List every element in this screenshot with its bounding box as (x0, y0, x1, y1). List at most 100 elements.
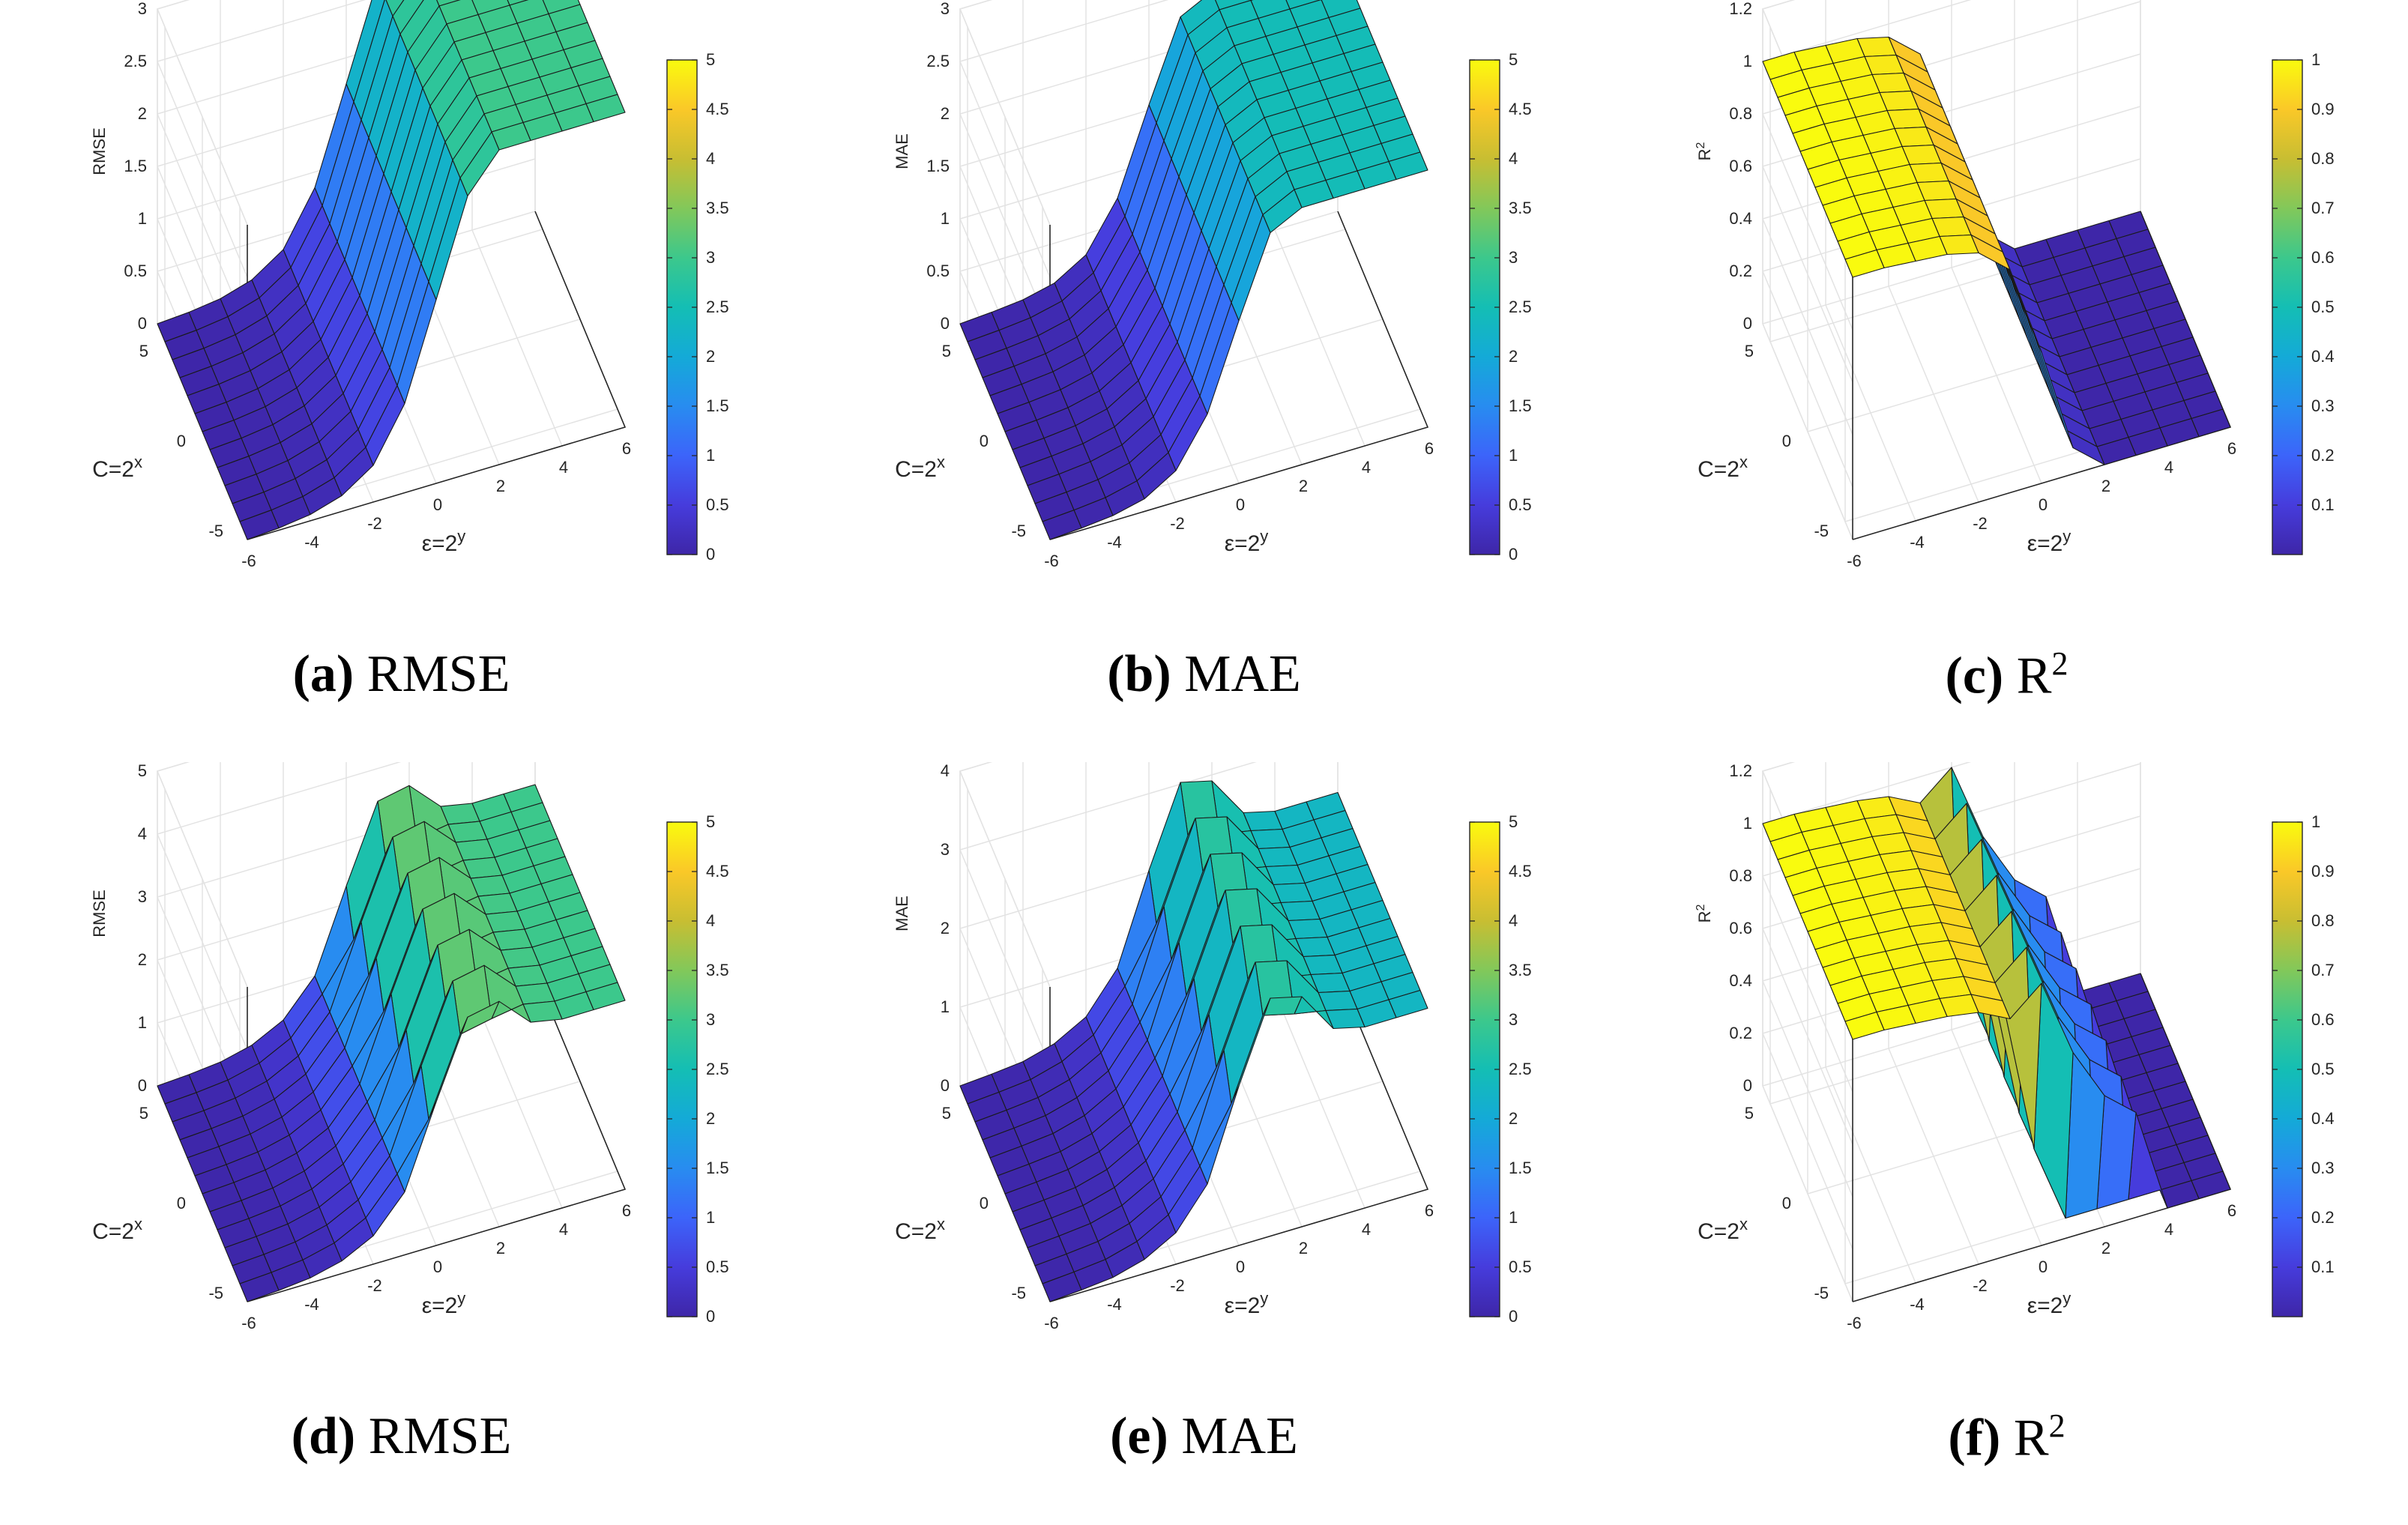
x-tick-label: -2 (1973, 514, 1988, 533)
colorbar: 0 0.5 1 1.5 2 2.5 3 3.5 4 4.5 5 (666, 812, 729, 1326)
colorbar-tick-label: 1 (1509, 446, 1518, 465)
colorbar-tick-label: 4.5 (1509, 100, 1532, 118)
z-tick-label: 2 (941, 919, 950, 937)
z-axis-label: R2 (1695, 142, 1715, 161)
y-tick-label: 0 (177, 432, 186, 450)
colorbar-tick-label: 0.3 (2311, 396, 2335, 415)
colorbar-tick-label: 3 (706, 248, 715, 267)
x-tick-label: 4 (559, 458, 568, 477)
z-tick-label: 0 (1743, 1076, 1752, 1095)
x-tick-label: -2 (1170, 1276, 1185, 1295)
colorbar-tick-label: 1 (706, 1208, 715, 1227)
x-tick-label: -4 (1910, 1295, 1925, 1314)
z-tick-label: 2 (941, 104, 950, 123)
x-tick-label: 2 (496, 1239, 505, 1257)
chart-panel-d: 0 1 2 3 4 5 -6 -4 -2 0 2 4 6 -5 0 5 ε=2y C=2x RMSE 0 0.5 1 1.5… (0, 762, 803, 1524)
z-tick-label: 1.5 (124, 157, 147, 175)
z-axis-label: R2 (1695, 905, 1715, 923)
z-tick-label: 0.6 (1729, 157, 1752, 175)
x-tick-label: 0 (433, 1257, 442, 1276)
colorbar-tick-label: 2 (1509, 347, 1518, 366)
x-tick-label: 4 (559, 1220, 568, 1239)
tick-labels: 0 1 2 3 4 -6 -4 -2 0 2 4 6 -5 0 5 (941, 762, 1434, 1332)
z-tick-label: 0.5 (926, 262, 950, 280)
colorbar-tick-label: 5 (706, 50, 715, 69)
colorbar-tick-label: 1.5 (706, 1159, 729, 1177)
z-axis-label: MAE (893, 896, 911, 931)
y-axis-label: C=2x (92, 453, 142, 483)
x-tick-label: -2 (367, 1276, 382, 1295)
z-axis-label: RMSE (90, 127, 109, 175)
z-tick-label: 3 (941, 0, 950, 18)
z-tick-label: 2 (138, 950, 147, 969)
colorbar-tick-label: 0.8 (2311, 149, 2335, 168)
colorbar-tick-label: 4 (1509, 149, 1518, 168)
colorbar-tick-label: 2 (706, 1109, 715, 1128)
colorbar-tick-label: 1 (2311, 50, 2320, 69)
x-tick-label: -2 (1973, 1276, 1988, 1295)
colorbar-tick-label: 3.5 (706, 199, 729, 217)
surface-mesh (1762, 767, 2231, 1219)
colorbar-tick-label: 0.5 (706, 495, 729, 514)
x-tick-label: -2 (1170, 514, 1185, 533)
tick-labels: 0 1 2 3 4 5 -6 -4 -2 0 2 4 6 -5 0 5 (138, 762, 631, 1332)
x-tick-label: 6 (2227, 439, 2236, 458)
x-tick-label: 6 (622, 439, 631, 458)
y-tick-label: 5 (942, 1104, 951, 1123)
y-axis-label: C=2x (92, 1215, 142, 1245)
colorbar-tick-label: 0.1 (2311, 1257, 2335, 1276)
surface-plot-f: 0 0.2 0.4 0.6 0.8 1 1.2 -6 -4 -2 0 2 4 6 -5 0 5 ε=2y C=2x R… (1695, 762, 2335, 1332)
x-tick-label: -4 (1107, 1295, 1122, 1314)
colorbar: 0 0.5 1 1.5 2 2.5 3 3.5 4 4.5 5 (1469, 50, 1532, 564)
colorbar-tick-label: 0.2 (2311, 446, 2335, 465)
colorbar-tick-label: 0.5 (706, 1257, 729, 1276)
colorbar-tick-label: 1.5 (706, 396, 729, 415)
x-tick-label: 0 (2039, 495, 2048, 514)
panel-caption: (c) R2 (1945, 645, 2068, 705)
y-tick-label: 5 (139, 1104, 148, 1123)
x-axis-label: ε=2y (422, 527, 466, 557)
x-tick-label: 6 (2227, 1201, 2236, 1220)
panel-caption: (d) RMSE (291, 1407, 512, 1465)
colorbar-tick-label: 2.5 (706, 1060, 729, 1078)
colorbar-tick-label: 1.5 (1509, 396, 1532, 415)
x-tick-label: -4 (304, 1295, 319, 1314)
tick-labels: 0 0.2 0.4 0.6 0.8 1 1.2 -6 -4 -2 0 2 4 6 -5 0 5 (1729, 0, 2236, 570)
colorbar-tick-label: 3.5 (1509, 199, 1532, 217)
colorbar-tick-label: 0.5 (2311, 1060, 2335, 1078)
surface-plot-d: 0 1 2 3 4 5 -6 -4 -2 0 2 4 6 -5 0 5 ε=2y C=2x RMSE 0 0.5 1 1.5… (90, 762, 729, 1332)
z-tick-label: 5 (138, 762, 147, 780)
z-tick-label: 0.8 (1729, 866, 1752, 885)
colorbar-tick-label: 0.4 (2311, 347, 2335, 366)
z-tick-label: 2 (138, 104, 147, 123)
y-tick-label: 5 (1745, 342, 1754, 360)
surface-plot-e: 0 1 2 3 4 -6 -4 -2 0 2 4 6 -5 0 5 ε=2y C=2x MAE 0 0.5 1 1.5 2 2… (893, 762, 1532, 1332)
x-axis-label: ε=2y (1225, 527, 1269, 557)
surface-plot-c: 0 0.2 0.4 0.6 0.8 1 1.2 -6 -4 -2 0 2 4 6 -5 0 5 ε=2y C=2x R… (1695, 0, 2335, 570)
z-tick-label: 0.2 (1729, 1024, 1752, 1042)
x-tick-label: 4 (1362, 1220, 1371, 1239)
panel-caption: (a) RMSE (292, 645, 510, 703)
x-axis-label: ε=2y (2027, 1289, 2071, 1319)
z-tick-label: 1.5 (926, 157, 950, 175)
x-tick-label: 4 (1362, 458, 1371, 477)
colorbar-tick-label: 2 (706, 347, 715, 366)
x-tick-label: 0 (2039, 1257, 2048, 1276)
z-tick-label: 0.5 (124, 262, 147, 280)
colorbar-tick-label: 1 (706, 446, 715, 465)
surface-plot-b: 00.511.522.53-6-4-20246-505ε=2yC=2xMAE00… (893, 0, 1532, 570)
tick-labels: 0 0.5 1 1.5 2 2.5 3 -6 -4 -2 0 2 4 6 -5 0 5 (926, 0, 1434, 570)
z-tick-label: 0.4 (1729, 971, 1752, 990)
x-tick-label: 4 (2164, 1220, 2173, 1239)
z-tick-label: 1.2 (1729, 762, 1752, 780)
colorbar-tick-label: 0.7 (2311, 199, 2335, 217)
x-tick-label: 6 (1425, 439, 1434, 458)
y-tick-label: -5 (1814, 522, 1829, 540)
x-tick-label: 0 (433, 495, 442, 514)
colorbar-tick-label: 5 (706, 812, 715, 831)
x-tick-label: -6 (1044, 552, 1059, 570)
colorbar-tick-label: 2.5 (1509, 1060, 1532, 1078)
z-tick-label: 0.4 (1729, 209, 1752, 228)
colorbar-tick-label: 4 (706, 149, 715, 168)
z-tick-label: 4 (941, 762, 950, 780)
